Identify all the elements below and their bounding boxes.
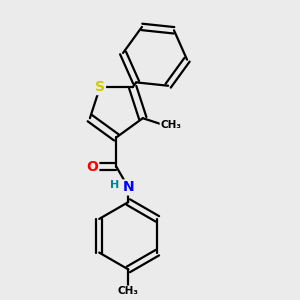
Text: O: O — [86, 160, 98, 174]
Text: CH₃: CH₃ — [160, 120, 182, 130]
Text: CH₃: CH₃ — [118, 286, 139, 296]
Text: H: H — [110, 179, 119, 190]
Text: S: S — [95, 80, 105, 94]
Text: N: N — [122, 181, 134, 194]
